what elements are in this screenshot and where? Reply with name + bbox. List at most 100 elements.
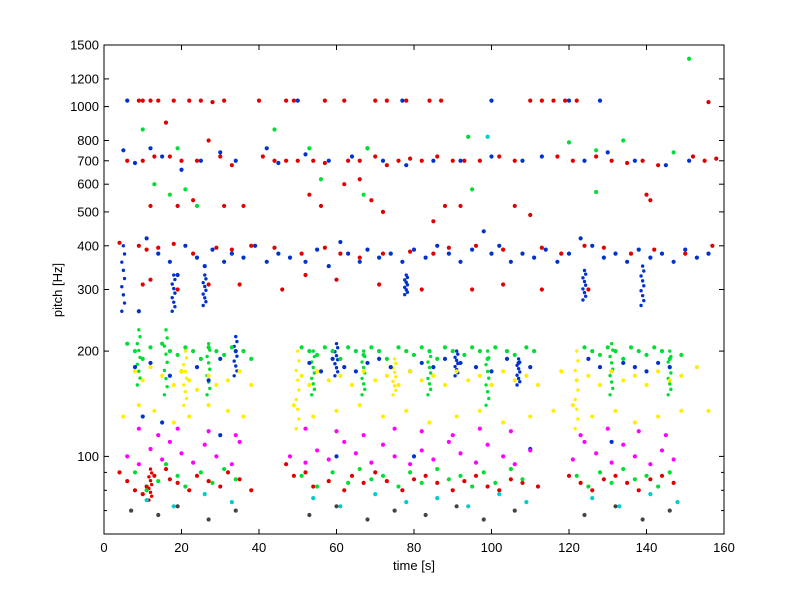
data-point — [512, 352, 517, 358]
data-point — [663, 433, 668, 438]
data-point — [171, 382, 176, 388]
burst-point — [204, 288, 208, 292]
data-point — [594, 154, 599, 159]
burst-point — [642, 298, 646, 303]
burst-point — [608, 373, 612, 378]
burst-point — [485, 369, 490, 374]
data-point — [450, 488, 455, 493]
data-point — [481, 229, 486, 234]
data-point — [632, 477, 637, 482]
burst-point — [135, 362, 140, 367]
data-point — [218, 433, 223, 438]
data-point — [621, 360, 626, 366]
burst-point — [575, 407, 579, 411]
burst-point — [165, 360, 169, 365]
burst-point — [394, 361, 398, 366]
plot-area-frame — [103, 44, 725, 535]
data-point — [601, 245, 606, 250]
data-point — [140, 356, 145, 361]
data-point — [652, 247, 657, 252]
data-point — [148, 360, 153, 366]
burst-point — [294, 397, 298, 402]
data-point — [237, 282, 242, 287]
data-point — [194, 387, 200, 392]
data-point — [617, 504, 622, 509]
data-point — [214, 348, 219, 354]
data-point — [423, 512, 428, 518]
data-point — [582, 512, 587, 518]
data-point — [601, 255, 606, 260]
data-point — [214, 454, 219, 459]
burst-point — [164, 328, 168, 332]
data-point — [311, 158, 316, 163]
data-point — [473, 473, 479, 478]
data-point — [609, 460, 614, 465]
data-point — [628, 251, 634, 256]
data-point — [132, 369, 138, 374]
data-point — [435, 466, 440, 472]
burst-point — [575, 349, 579, 353]
data-point — [679, 408, 684, 413]
data-point — [613, 504, 618, 509]
burst-point — [164, 376, 168, 381]
data-point — [144, 247, 149, 252]
data-point — [458, 259, 463, 264]
data-point — [384, 373, 389, 378]
data-point — [241, 414, 246, 419]
data-point — [636, 488, 641, 493]
data-point — [357, 177, 362, 182]
data-point — [380, 209, 386, 214]
data-point — [198, 98, 203, 103]
data-point — [632, 373, 637, 378]
data-point — [648, 492, 653, 497]
data-point — [419, 378, 424, 383]
data-point — [404, 348, 409, 354]
data-point — [280, 287, 285, 292]
data-point — [284, 462, 289, 467]
burst-point — [297, 417, 301, 421]
data-point — [694, 255, 699, 260]
data-point — [365, 360, 370, 366]
burst-point — [453, 374, 457, 378]
data-point — [318, 177, 324, 182]
data-point — [473, 243, 479, 248]
data-point — [132, 470, 138, 475]
data-point — [322, 245, 327, 250]
burst-point — [235, 354, 239, 358]
scatter-series — [121, 98, 711, 459]
data-point — [570, 158, 575, 163]
burst-point — [428, 387, 433, 392]
data-point — [144, 236, 149, 241]
y-tick-label: 400 — [77, 238, 99, 253]
data-point — [419, 287, 424, 292]
burst-point — [403, 278, 407, 282]
data-point — [218, 154, 223, 159]
data-point — [318, 203, 324, 209]
burst-point — [182, 403, 186, 407]
data-point — [148, 345, 153, 350]
y-axis-label: pitch [Hz] — [50, 263, 65, 317]
data-point — [442, 345, 448, 350]
data-point — [574, 98, 579, 103]
data-point — [450, 158, 455, 163]
data-point — [706, 251, 711, 256]
burst-point — [137, 328, 141, 332]
data-point — [210, 247, 215, 252]
data-point — [535, 382, 541, 388]
data-point — [590, 488, 595, 493]
data-point — [384, 478, 389, 484]
data-point — [156, 433, 161, 438]
data-point — [687, 56, 692, 61]
data-point — [334, 454, 339, 459]
burst-point — [394, 388, 398, 393]
burst-point — [640, 279, 645, 283]
data-point — [206, 517, 211, 522]
data-point — [485, 484, 490, 489]
data-point — [532, 255, 537, 260]
data-point — [570, 457, 575, 462]
data-point — [132, 365, 138, 370]
burst-point — [334, 366, 339, 370]
data-point — [361, 192, 366, 197]
data-point — [272, 158, 277, 163]
burst-point — [182, 362, 186, 367]
